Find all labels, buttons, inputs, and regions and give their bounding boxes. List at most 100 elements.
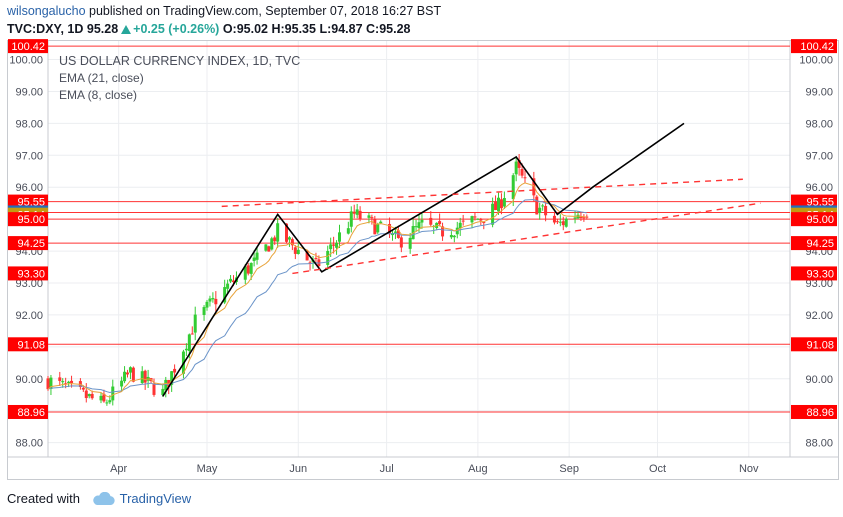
candle-body: [128, 367, 132, 373]
candle-body: [108, 400, 112, 403]
high-value: H:95.35: [271, 22, 316, 36]
ema8-legend: EMA (8, close): [59, 88, 138, 102]
candle-body: [520, 168, 524, 176]
candle-body: [476, 218, 480, 220]
candle-body: [81, 387, 85, 390]
candle-body: [335, 242, 339, 248]
candle-body: [61, 381, 65, 383]
y-tick-label-left: 93.00: [15, 278, 43, 290]
price-badge-left-bg: [8, 236, 48, 251]
x-tick-label: Jun: [289, 463, 307, 475]
price-badge-right-bg: [791, 194, 837, 209]
candle-body: [120, 380, 124, 387]
candle-body: [190, 333, 194, 335]
channel-lower-line: [292, 202, 761, 275]
y-tick-label-right: 90.00: [805, 374, 833, 386]
price-badge-left-bg: [8, 404, 48, 419]
candle-body: [287, 237, 291, 240]
candle-body: [370, 217, 374, 219]
author-link[interactable]: wilsongalucho: [7, 4, 86, 18]
candle-body: [293, 247, 297, 254]
candle-body: [193, 314, 197, 333]
candle-body: [187, 334, 191, 352]
price-badge-right: 93.30: [806, 268, 834, 280]
price-badge-left-bg: [8, 39, 48, 54]
candle-body: [497, 197, 500, 212]
x-tick-label: Apr: [110, 463, 127, 475]
y-tick-label-right: 98.00: [805, 118, 833, 130]
candle-body: [564, 218, 568, 227]
chart-title: US DOLLAR CURRENCY INDEX, 1D, TVC: [59, 54, 301, 68]
candle-body: [338, 232, 341, 242]
candle-body: [458, 222, 462, 229]
candle-body: [420, 219, 424, 223]
tradingview-brand-link[interactable]: TradingView: [119, 491, 192, 506]
y-tick-label-right: 97.00: [805, 150, 833, 162]
candle-body: [461, 220, 465, 222]
candle-body: [367, 215, 371, 218]
trend-drawings: [162, 122, 761, 397]
candle-body: [393, 231, 397, 233]
candle-body: [511, 175, 515, 199]
candle-body: [399, 237, 403, 248]
candle-body: [296, 249, 300, 255]
chart-frame[interactable]: [7, 40, 839, 480]
candle-body: [232, 280, 235, 283]
price-badge-left-bg: [8, 212, 48, 227]
ema8-line: [47, 182, 587, 398]
candle-body: [70, 380, 74, 384]
price-badge-right-bg: [791, 266, 837, 281]
price-badge-left-bg: [8, 194, 48, 209]
ema21-line: [47, 198, 587, 394]
price-badge-left: 93.30: [17, 268, 45, 280]
price-badge-left: 91.08: [17, 339, 45, 351]
y-tick-label-right: 96.00: [805, 182, 833, 194]
candle-body: [105, 402, 109, 404]
candle-body: [314, 258, 318, 260]
candle-body: [99, 395, 103, 401]
close-value: C:95.28: [366, 22, 411, 36]
x-tick-label: Aug: [468, 463, 488, 475]
candle-body: [417, 222, 421, 229]
footer: Created with TradingView: [7, 491, 191, 509]
header-bar: wilsongalucho published on TradingView.c…: [0, 0, 843, 40]
candle-body: [205, 301, 209, 308]
candle-body: [379, 221, 383, 224]
candle-body: [164, 379, 168, 391]
candle-body: [332, 244, 336, 246]
candle-body: [355, 209, 359, 215]
candle-body: [208, 298, 212, 302]
y-tick-label-left: 97.00: [15, 150, 43, 162]
candle-body: [538, 207, 542, 213]
candle-body: [140, 371, 144, 384]
candle-body: [376, 224, 380, 233]
candle-body: [326, 250, 330, 265]
candle-body: [523, 177, 527, 179]
ema-lines: [47, 182, 587, 398]
candle-body: [408, 237, 412, 249]
candle-body: [514, 161, 518, 175]
open-value: O:95.02: [222, 22, 268, 36]
price-badge-left-bg: [8, 337, 48, 352]
candle-body: [502, 198, 506, 207]
candle-body: [541, 205, 545, 207]
candle-body: [152, 383, 156, 395]
candle-body: [252, 257, 256, 261]
price-badge-right: 95.00: [806, 214, 834, 226]
candle-body: [552, 215, 556, 223]
price-badge-right-bg: [791, 404, 837, 419]
candle-body: [49, 377, 53, 389]
y-tick-label-left: 94.00: [15, 246, 43, 258]
candle-body: [290, 239, 294, 246]
y-tick-label-left: 100.00: [9, 55, 43, 67]
y-tick-label-right: 100.00: [799, 55, 833, 67]
candle-body: [449, 235, 453, 238]
price-badge-left: 100.42: [11, 41, 45, 53]
y-tick-label-left: 96.00: [15, 182, 43, 194]
candlestick-series: [46, 153, 589, 406]
candle-body: [585, 216, 589, 218]
candle-body: [491, 203, 495, 225]
candle-body: [561, 221, 565, 226]
ohlc-line: TVC:DXY, 1D 95.28 +0.25 (+0.26%) O:95.02 …: [7, 22, 411, 36]
